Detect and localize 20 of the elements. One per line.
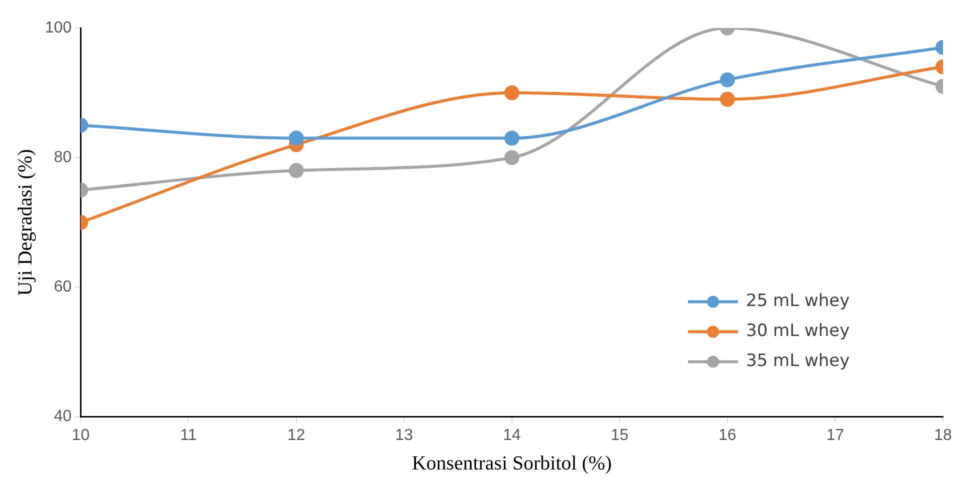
point [504, 130, 520, 146]
x-tick-label: 14 [502, 426, 521, 444]
x-tick-label: 11 [180, 426, 197, 444]
legend-label: 35 mL whey [746, 351, 850, 372]
x-tick-label: 16 [718, 426, 736, 444]
x-tick-label: 15 [610, 426, 629, 444]
legend-label: 25 mL whey [746, 291, 850, 312]
y-axis-title: Uji Degradasi (%) [14, 149, 36, 296]
x-tick-label: 18 [934, 426, 952, 444]
y-tick-label: 60 [54, 278, 72, 296]
x-tick-label: 10 [72, 426, 90, 444]
y-tick-label: 40 [54, 408, 72, 426]
x-axis-title: Konsentrasi Sorbitol (%) [412, 452, 612, 474]
x-tick-label: 13 [395, 426, 414, 444]
legend-label: 30 mL whey [746, 321, 850, 342]
y-tick-label: 80 [54, 149, 72, 166]
x-tick-label: 12 [287, 426, 306, 444]
point [504, 85, 520, 100]
y-tick-label: 100 [44, 19, 72, 36]
x-tick-label: 17 [826, 426, 844, 444]
